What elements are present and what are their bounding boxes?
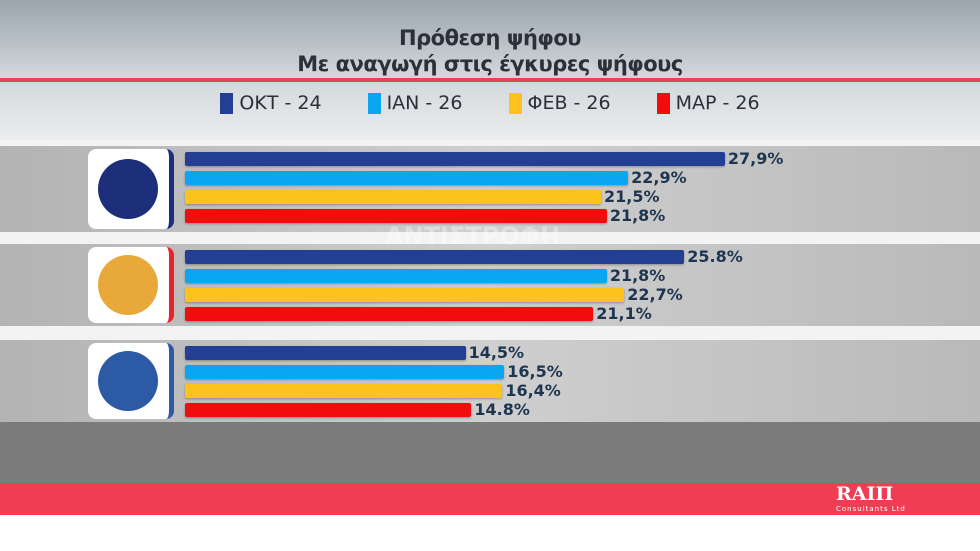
data-label: 27,9% <box>727 149 784 168</box>
panel-gap <box>0 326 980 340</box>
data-label: 22,7% <box>627 285 683 304</box>
data-label: 21,8% <box>609 206 666 225</box>
bar <box>185 269 607 283</box>
party-logo <box>88 247 174 323</box>
panel-gap <box>0 140 980 146</box>
footer-gray-band <box>0 422 980 483</box>
data-label: 16,5% <box>507 362 563 381</box>
watermark: ΑΝΤΙΣΤΡΟΦΗ <box>385 222 561 250</box>
bar <box>185 346 466 360</box>
brand-logo: RAIΠ <box>836 483 894 505</box>
chart-title: Πρόθεση ψήφου <box>399 26 581 50</box>
party-logo <box>88 149 174 229</box>
bar <box>185 384 503 398</box>
panel-gap <box>0 232 980 244</box>
bar <box>185 403 472 417</box>
divider <box>0 78 980 82</box>
legend: ΟΚΤ - 24 ΙΑΝ - 26 ΦΕΒ - 26 ΜΑΡ - 26 <box>0 92 980 114</box>
chart-subtitle: Με αναγωγή στις έγκυρες ψήφους <box>297 52 683 76</box>
data-label: 16,4% <box>505 381 561 400</box>
legend-label: ΟΚΤ - 24 <box>239 92 322 114</box>
legend-swatch <box>508 92 522 114</box>
bar <box>185 190 602 204</box>
party-logo <box>88 343 174 419</box>
legend-label: ΦΕΒ - 26 <box>527 92 611 114</box>
brand-subtitle: Consultants Ltd <box>836 505 906 513</box>
legend-label: ΜΑΡ - 26 <box>675 92 760 114</box>
data-label: 22,9% <box>631 168 687 187</box>
data-label: 21,1% <box>596 304 652 323</box>
legend-swatch <box>220 92 234 114</box>
legend-swatch <box>656 92 670 114</box>
data-label: 14.8% <box>474 400 530 419</box>
bar <box>185 250 685 264</box>
legend-item: ΙΑΝ - 26 <box>367 92 463 114</box>
data-label: 21,5% <box>604 187 660 206</box>
legend-item: ΦΕΒ - 26 <box>508 92 611 114</box>
data-label: 14,5% <box>468 343 525 362</box>
data-label: 21,8% <box>609 266 666 285</box>
header-background <box>0 0 980 146</box>
legend-item: ΜΑΡ - 26 <box>656 92 760 114</box>
bar <box>185 307 594 321</box>
legend-swatch <box>367 92 381 114</box>
bar <box>185 365 505 379</box>
bar <box>185 171 629 185</box>
data-label: 25.8% <box>687 247 743 266</box>
legend-item: ΟΚΤ - 24 <box>220 92 322 114</box>
bar <box>185 209 607 223</box>
bar <box>185 152 725 166</box>
legend-label: ΙΑΝ - 26 <box>386 92 463 114</box>
bar <box>185 288 625 302</box>
footer-red-band <box>0 483 980 515</box>
